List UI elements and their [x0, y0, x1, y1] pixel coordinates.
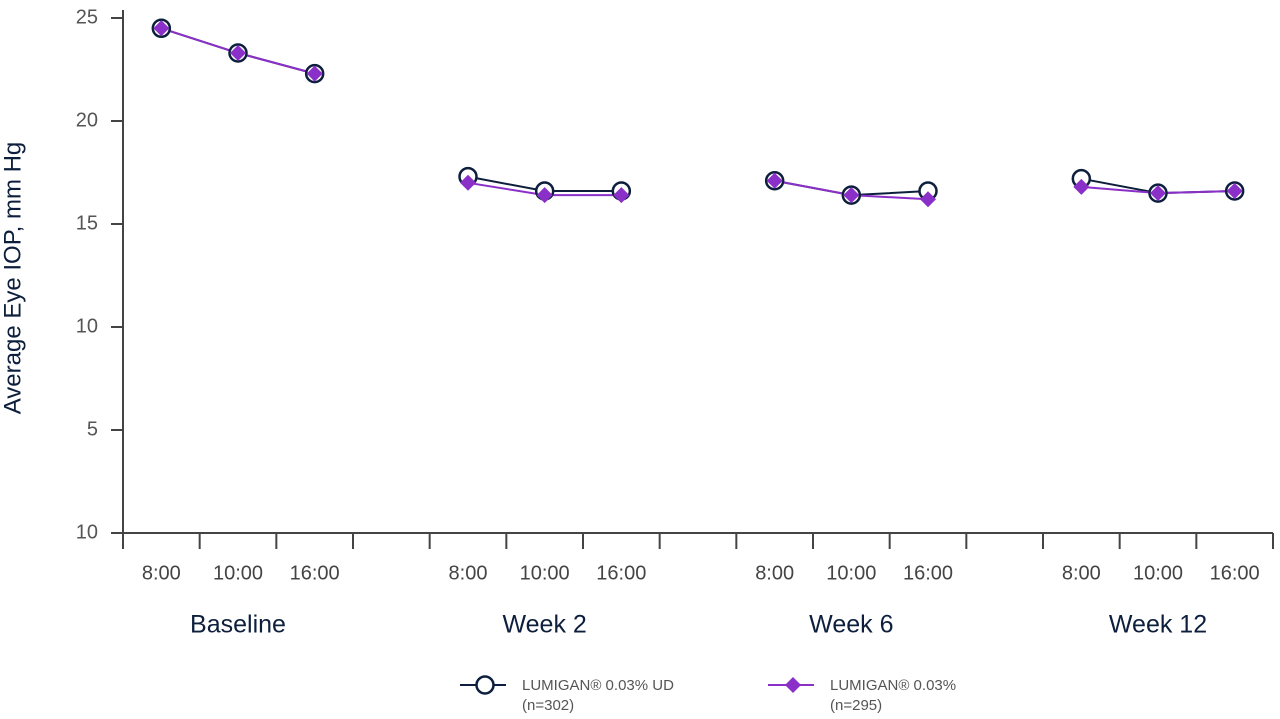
- x-tick-label: 16:00: [903, 562, 953, 584]
- point: [460, 174, 476, 191]
- point: [843, 187, 860, 204]
- point: [230, 45, 246, 62]
- y-tick-label: 10: [76, 521, 98, 543]
- point: [766, 172, 783, 189]
- y-axis-label: Average Eye IOP, mm Hg: [0, 142, 26, 415]
- point: [536, 187, 553, 204]
- x-tick-label: 10:00: [1133, 562, 1183, 584]
- x-tick-label: 8:00: [755, 562, 794, 584]
- x-tick-label: 16:00: [1210, 562, 1260, 584]
- x-tick-label: 8:00: [1062, 562, 1101, 584]
- group-label: Week 2: [503, 611, 587, 639]
- y-tick-label: 5: [87, 418, 98, 440]
- x-tick-label: 16:00: [290, 562, 340, 584]
- point: [785, 677, 801, 693]
- point: [920, 191, 936, 208]
- legend-label: LUMIGAN® 0.03%: [830, 677, 956, 694]
- y-tick-label: 10: [76, 315, 98, 337]
- series-line: [161, 27, 1235, 197]
- group-label: Baseline: [190, 611, 286, 639]
- point: [1150, 185, 1166, 202]
- x-tick-label: 10:00: [826, 562, 876, 584]
- point: [1073, 178, 1090, 195]
- y-tick-label: 20: [76, 109, 98, 131]
- group-label: Week 12: [1109, 611, 1207, 639]
- x-tick-label: 8:00: [449, 562, 488, 584]
- y-tick-label: 25: [76, 6, 98, 28]
- y-tick-label: 15: [76, 212, 98, 234]
- legend-label: LUMIGAN® 0.03% UD: [522, 677, 674, 694]
- x-tick-label: 10:00: [520, 562, 570, 584]
- point: [475, 675, 495, 695]
- x-tick-label: 8:00: [142, 562, 181, 584]
- point: [613, 187, 630, 204]
- point: [306, 65, 323, 82]
- legend-sample: (n=302): [522, 697, 574, 714]
- x-tick-label: 10:00: [213, 562, 263, 584]
- legend-sample: (n=295): [830, 697, 882, 714]
- point: [153, 20, 170, 37]
- group-label: Week 6: [809, 611, 893, 639]
- point: [1226, 183, 1243, 200]
- x-tick-label: 16:00: [596, 562, 646, 584]
